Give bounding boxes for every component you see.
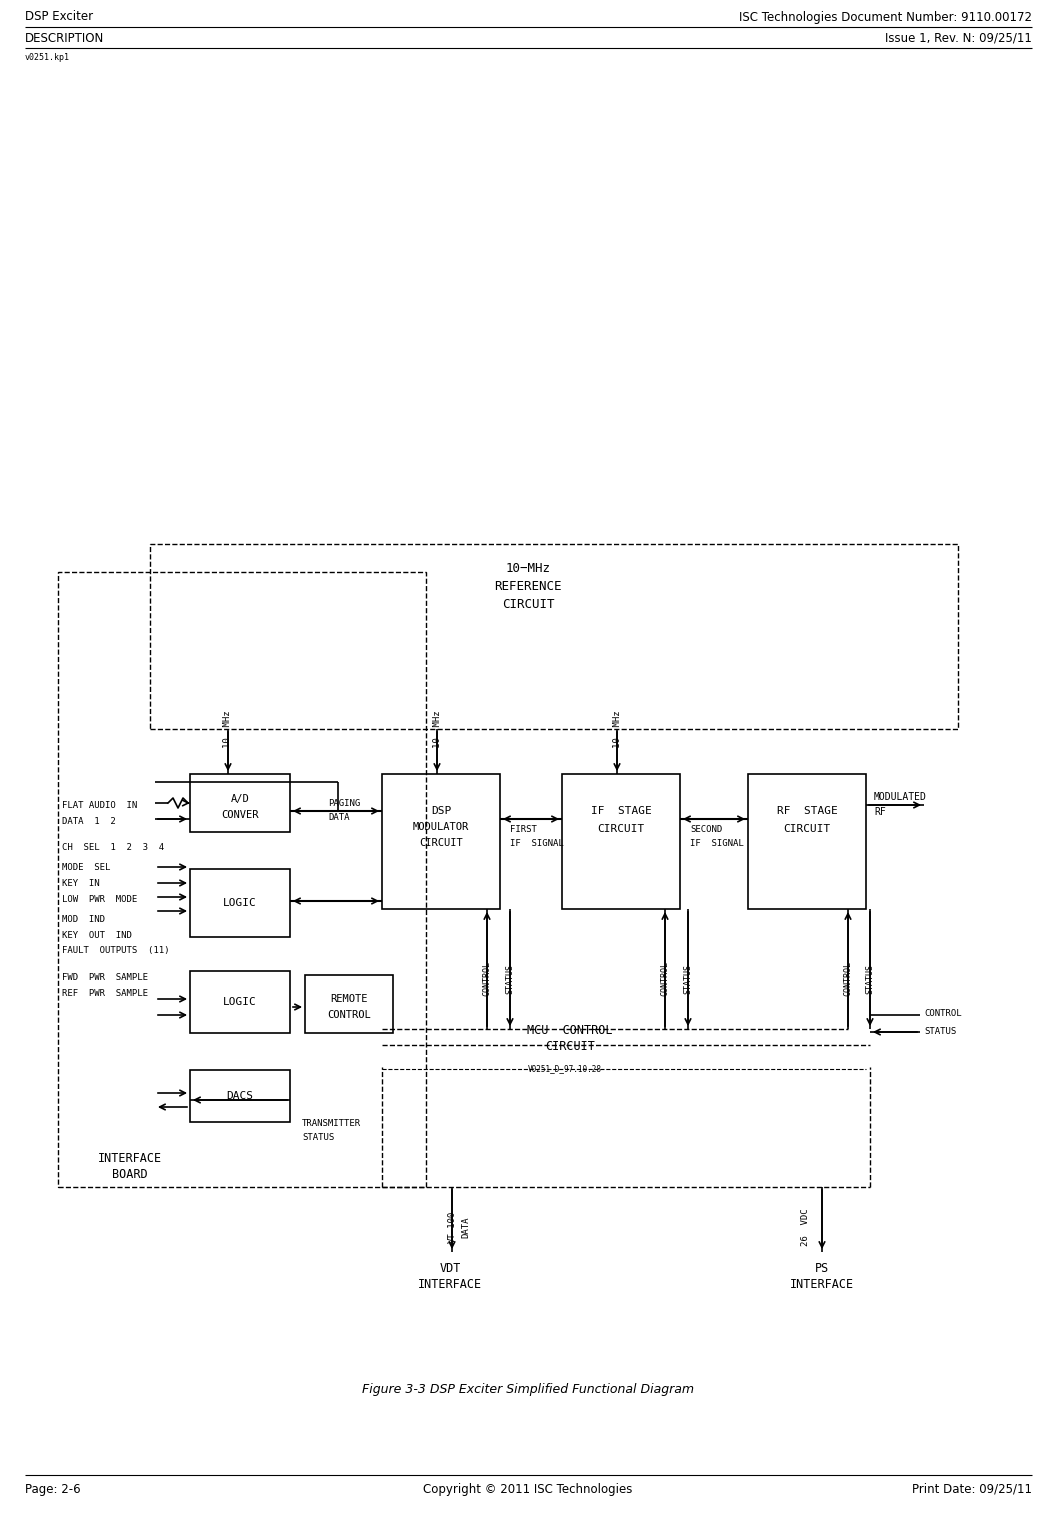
Text: CONTROL: CONTROL	[924, 1008, 962, 1017]
Text: MODE  SEL: MODE SEL	[62, 862, 110, 871]
Text: TRANSMITTER: TRANSMITTER	[302, 1119, 361, 1128]
Text: KEY  IN: KEY IN	[62, 879, 99, 887]
Text: FWD  PWR  SAMPLE: FWD PWR SAMPLE	[62, 973, 148, 982]
Text: IF  SIGNAL: IF SIGNAL	[509, 839, 563, 847]
Text: CIRCUIT: CIRCUIT	[597, 824, 645, 835]
Text: STATUS: STATUS	[924, 1027, 957, 1036]
Bar	[382, 775, 500, 908]
Text: ISC Technologies Document Number: 9110.00172: ISC Technologies Document Number: 9110.0…	[739, 11, 1032, 23]
Text: LOW  PWR  MODE: LOW PWR MODE	[62, 895, 137, 904]
Text: LOGIC: LOGIC	[223, 998, 257, 1007]
Text: A/D: A/D	[230, 795, 249, 804]
Text: CONVER: CONVER	[221, 810, 259, 821]
Bar	[150, 544, 958, 729]
Text: STATUS: STATUS	[302, 1133, 334, 1142]
Text: DATA: DATA	[328, 813, 350, 821]
Text: MCU  CONTROL: MCU CONTROL	[527, 1025, 613, 1037]
Text: IF  SIGNAL: IF SIGNAL	[690, 839, 744, 847]
Text: 26  VDC: 26 VDC	[800, 1208, 810, 1247]
Text: CH  SEL  1  2  3  4: CH SEL 1 2 3 4	[62, 842, 164, 851]
Text: VT−100: VT−100	[447, 1211, 457, 1243]
Bar	[190, 1070, 290, 1122]
Text: STATUS: STATUS	[684, 964, 692, 994]
Text: VDT: VDT	[440, 1262, 461, 1276]
Text: DSP Exciter: DSP Exciter	[25, 11, 93, 23]
Text: CIRCUIT: CIRCUIT	[783, 824, 831, 835]
Text: Figure 3-3 DSP Exciter Simplified Functional Diagram: Figure 3-3 DSP Exciter Simplified Functi…	[361, 1382, 694, 1396]
Bar	[190, 971, 290, 1033]
Text: CONTROL: CONTROL	[843, 962, 853, 996]
Text: CONTROL: CONTROL	[661, 962, 669, 996]
Text: DATA: DATA	[462, 1216, 470, 1237]
Text: DESCRIPTION: DESCRIPTION	[25, 31, 105, 45]
Text: V0251_D_97.10.28: V0251_D_97.10.28	[528, 1065, 602, 1073]
Text: BOARD: BOARD	[112, 1168, 148, 1182]
Text: MOD  IND: MOD IND	[62, 915, 105, 924]
Text: Issue 1, Rev. N: 09/25/11: Issue 1, Rev. N: 09/25/11	[885, 31, 1032, 45]
Text: FIRST: FIRST	[509, 824, 537, 833]
Text: 10  MHz: 10 MHz	[612, 710, 622, 749]
Text: STATUS: STATUS	[866, 964, 874, 994]
Text: KEY  OUT  IND: KEY OUT IND	[62, 930, 132, 939]
Text: 10−MHz: 10−MHz	[505, 563, 551, 575]
Text: INTERFACE: INTERFACE	[98, 1153, 162, 1165]
Text: PS: PS	[815, 1262, 829, 1276]
Text: 10  MHz: 10 MHz	[432, 710, 442, 749]
Text: DATA  1  2: DATA 1 2	[62, 818, 116, 827]
Text: DACS: DACS	[226, 1091, 254, 1100]
Text: v0251.kp1: v0251.kp1	[25, 52, 70, 61]
Text: CIRCUIT: CIRCUIT	[420, 838, 463, 848]
Text: DSP: DSP	[431, 805, 451, 816]
Bar	[190, 775, 290, 832]
Bar	[305, 974, 393, 1033]
Text: PAGING: PAGING	[328, 799, 360, 807]
Text: MODULATOR: MODULATOR	[413, 822, 469, 832]
Text: CONTROL: CONTROL	[482, 962, 492, 996]
Bar	[58, 572, 426, 1187]
Text: FAULT  OUTPUTS  (11): FAULT OUTPUTS (11)	[62, 947, 169, 956]
Text: IF  STAGE: IF STAGE	[591, 805, 651, 816]
Text: CIRCUIT: CIRCUIT	[545, 1041, 595, 1053]
Text: Copyright © 2011 ISC Technologies: Copyright © 2011 ISC Technologies	[423, 1483, 633, 1496]
Text: Print Date: 09/25/11: Print Date: 09/25/11	[912, 1483, 1032, 1496]
Bar	[562, 775, 680, 908]
Text: REF  PWR  SAMPLE: REF PWR SAMPLE	[62, 988, 148, 998]
Text: FLAT AUDIO  IN: FLAT AUDIO IN	[62, 801, 137, 810]
Text: INTERFACE: INTERFACE	[418, 1279, 482, 1291]
Bar	[748, 775, 866, 908]
Text: CONTROL: CONTROL	[327, 1010, 371, 1021]
Text: INTERFACE: INTERFACE	[790, 1279, 854, 1291]
Text: LOGIC: LOGIC	[223, 898, 257, 908]
Text: STATUS: STATUS	[505, 964, 515, 994]
Text: SECOND: SECOND	[690, 824, 722, 833]
Text: REMOTE: REMOTE	[330, 994, 368, 1004]
Text: CIRCUIT: CIRCUIT	[502, 598, 554, 612]
Text: RF: RF	[874, 807, 886, 818]
Text: RF  STAGE: RF STAGE	[777, 805, 837, 816]
Text: REFERENCE: REFERENCE	[495, 581, 561, 593]
Text: Page: 2-6: Page: 2-6	[25, 1483, 80, 1496]
Bar	[190, 868, 290, 938]
Text: 10  MHz: 10 MHz	[223, 710, 233, 749]
Text: MODULATED: MODULATED	[874, 792, 927, 802]
